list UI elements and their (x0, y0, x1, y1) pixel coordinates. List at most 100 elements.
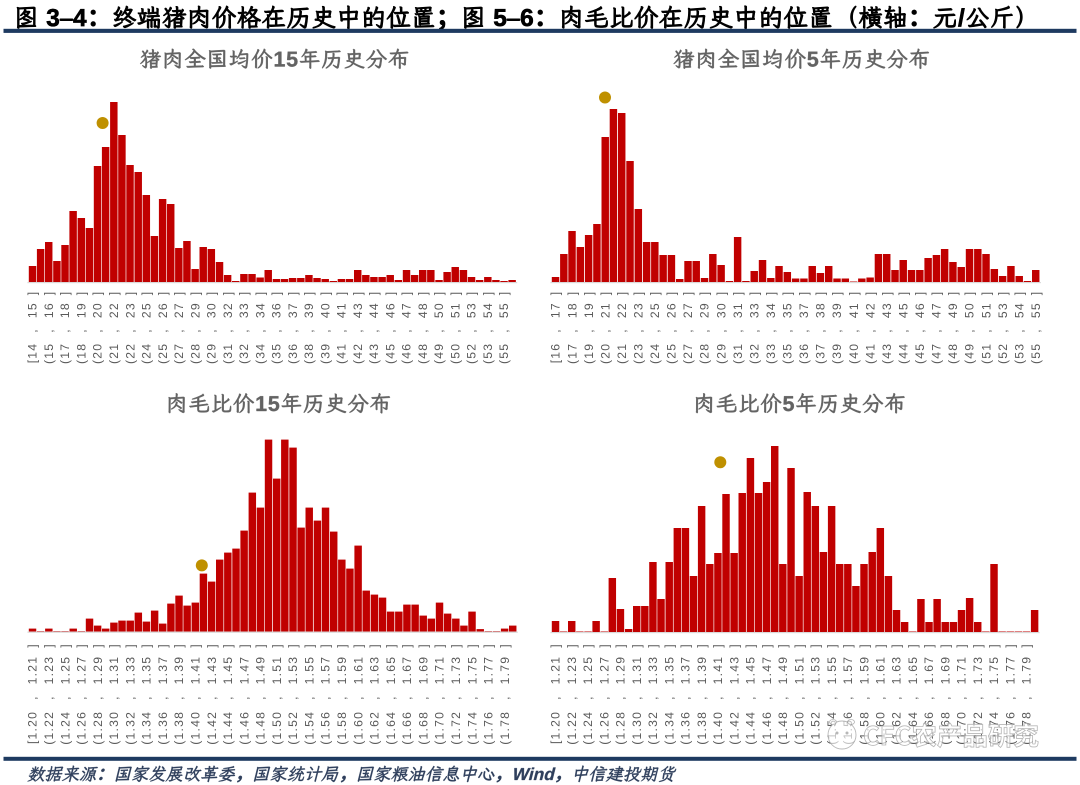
svg-text:(1.34,1.35]: (1.34,1.35] (662, 643, 676, 745)
svg-text:(1.50,1.51]: (1.50,1.51] (792, 643, 806, 745)
svg-text:(15,16]: (15,16] (42, 291, 56, 364)
svg-text:(1.30,1.31]: (1.30,1.31] (107, 643, 121, 745)
svg-text:(49,50]: (49,50] (963, 291, 977, 364)
svg-text:(1.58,1.59]: (1.58,1.59] (335, 643, 349, 745)
svg-text:(31,31]: (31,31] (731, 291, 745, 364)
svg-text:(55,55]: (55,55] (1029, 291, 1043, 364)
svg-text:(1.62,1.63]: (1.62,1.63] (368, 643, 382, 745)
svg-text:(41,41]: (41,41] (335, 291, 349, 364)
svg-text:[1.20,1.21]: [1.20,1.21] (26, 643, 40, 744)
svg-text:(31,32]: (31,32] (221, 291, 235, 364)
svg-text:(1.44,1.45]: (1.44,1.45] (744, 643, 758, 745)
svg-text:(1.40,1.41]: (1.40,1.41] (189, 643, 203, 745)
svg-text:(21,22]: (21,22] (615, 291, 629, 364)
svg-text:(1.32,1.33]: (1.32,1.33] (646, 643, 660, 745)
svg-text:(55,55]: (55,55] (497, 291, 511, 364)
svg-text:(25,26]: (25,26] (156, 291, 170, 364)
svg-text:(1.56,1.57]: (1.56,1.57] (319, 643, 333, 745)
svg-text:(20,20]: (20,20] (91, 291, 105, 364)
svg-text:(1.68,1.69]: (1.68,1.69] (416, 643, 430, 745)
svg-text:(20,21]: (20,21] (598, 291, 612, 364)
svg-text:(1.24,1.25]: (1.24,1.25] (581, 643, 595, 745)
svg-text:(1.34,1.35]: (1.34,1.35] (140, 643, 154, 745)
svg-text:(48,49]: (48,49] (946, 291, 960, 364)
svg-text:(1.38,1.39]: (1.38,1.39] (172, 643, 186, 745)
svg-text:(47,47]: (47,47] (930, 291, 944, 364)
svg-text:[1.20,1.21]: [1.20,1.21] (549, 643, 563, 744)
svg-text:(45,46]: (45,46] (383, 291, 397, 364)
svg-text:(41,42]: (41,42] (863, 291, 877, 364)
svg-text:(35,36]: (35,36] (270, 291, 284, 364)
svg-text:(21,22]: (21,22] (107, 291, 121, 364)
svg-text:(50,51]: (50,51] (449, 291, 463, 364)
svg-text:(35,35]: (35,35] (781, 291, 795, 364)
svg-text:(1.52,1.53]: (1.52,1.53] (286, 643, 300, 745)
svg-text:(39,40]: (39,40] (318, 291, 332, 364)
svg-text:(19,19]: (19,19] (582, 291, 596, 364)
svg-text:(1.32,1.33]: (1.32,1.33] (123, 643, 137, 745)
svg-text:(1.50,1.51]: (1.50,1.51] (270, 643, 284, 745)
svg-text:(52,53]: (52,53] (465, 291, 479, 364)
svg-text:(51,51]: (51,51] (979, 291, 993, 364)
svg-text:(1.70,1.71]: (1.70,1.71] (433, 643, 447, 745)
svg-text:(1.40,1.41]: (1.40,1.41] (711, 643, 725, 745)
svg-text:(1.78,1.79]: (1.78,1.79] (498, 643, 512, 745)
svg-text:(32,33]: (32,33] (237, 291, 251, 364)
svg-text:(43,43]: (43,43] (880, 291, 894, 364)
svg-text:(23,23]: (23,23] (632, 291, 646, 364)
svg-text:(28,29]: (28,29] (188, 291, 202, 364)
svg-text:(24,25]: (24,25] (648, 291, 662, 364)
svg-text:(1.74,1.75]: (1.74,1.75] (465, 643, 479, 745)
svg-text:(1.46,1.47]: (1.46,1.47] (237, 643, 251, 745)
svg-text:(53,54]: (53,54] (481, 291, 495, 364)
svg-text:(1.66,1.67]: (1.66,1.67] (400, 643, 414, 745)
svg-text:(1.60,1.61]: (1.60,1.61] (351, 643, 365, 745)
svg-text:(33,34]: (33,34] (764, 291, 778, 364)
svg-text:(1.48,1.49]: (1.48,1.49] (254, 643, 268, 745)
svg-text:(45,46]: (45,46] (913, 291, 927, 364)
svg-text:(1.36,1.37]: (1.36,1.37] (679, 643, 693, 745)
svg-text:(29,30]: (29,30] (205, 291, 219, 364)
svg-text:(17,18]: (17,18] (58, 291, 72, 364)
svg-text:(34,34]: (34,34] (253, 291, 267, 364)
svg-text:(40,41]: (40,41] (847, 291, 861, 364)
svg-text:(49,50]: (49,50] (432, 291, 446, 364)
svg-text:(37,38]: (37,38] (814, 291, 828, 364)
svg-text:(32,33]: (32,33] (747, 291, 761, 364)
svg-text:(1.28,1.29]: (1.28,1.29] (91, 643, 105, 745)
svg-text:(52,53]: (52,53] (996, 291, 1010, 364)
svg-text:(24,25]: (24,25] (140, 291, 154, 364)
svg-text:(1.46,1.47]: (1.46,1.47] (760, 643, 774, 745)
svg-text:(17,18]: (17,18] (565, 291, 579, 364)
svg-text:(1.22,1.23]: (1.22,1.23] (42, 643, 56, 745)
svg-text:(39,39]: (39,39] (830, 291, 844, 364)
svg-text:(27,27]: (27,27] (681, 291, 695, 364)
svg-text:(1.26,1.27]: (1.26,1.27] (597, 643, 611, 745)
svg-text:(1.76,1.77]: (1.76,1.77] (482, 643, 496, 745)
svg-text:(1.64,1.65]: (1.64,1.65] (384, 643, 398, 745)
svg-text:(28,29]: (28,29] (698, 291, 712, 364)
svg-text:(22,23]: (22,23] (123, 291, 137, 364)
svg-text:(1.48,1.49]: (1.48,1.49] (776, 643, 790, 745)
svg-text:(43,44]: (43,44] (367, 291, 381, 364)
svg-text:(46,47]: (46,47] (400, 291, 414, 364)
svg-text:(27,27]: (27,27] (172, 291, 186, 364)
svg-text:(18,19]: (18,19] (75, 291, 89, 364)
svg-text:(1.36,1.37]: (1.36,1.37] (156, 643, 170, 745)
svg-text:[14,15]: [14,15] (26, 291, 40, 364)
svg-text:(1.28,1.29]: (1.28,1.29] (614, 643, 628, 745)
svg-text:(1.52,1.53]: (1.52,1.53] (809, 643, 823, 745)
svg-text:(1.44,1.45]: (1.44,1.45] (221, 643, 235, 745)
svg-text:(1.76,1.77]: (1.76,1.77] (1003, 643, 1017, 745)
svg-text:(36,37]: (36,37] (286, 291, 300, 364)
svg-text:(38,39]: (38,39] (302, 291, 316, 364)
svg-text:(44,45]: (44,45] (897, 291, 911, 364)
svg-text:(36,37]: (36,37] (797, 291, 811, 364)
svg-text:(1.38,1.39]: (1.38,1.39] (695, 643, 709, 745)
svg-text:(53,54]: (53,54] (1012, 291, 1026, 364)
svg-text:(25,26]: (25,26] (665, 291, 679, 364)
svg-text:(1.54,1.55]: (1.54,1.55] (303, 643, 317, 745)
svg-text:(1.26,1.27]: (1.26,1.27] (75, 643, 89, 745)
svg-text:(1.42,1.43]: (1.42,1.43] (727, 643, 741, 745)
svg-text:(42,43]: (42,43] (351, 291, 365, 364)
